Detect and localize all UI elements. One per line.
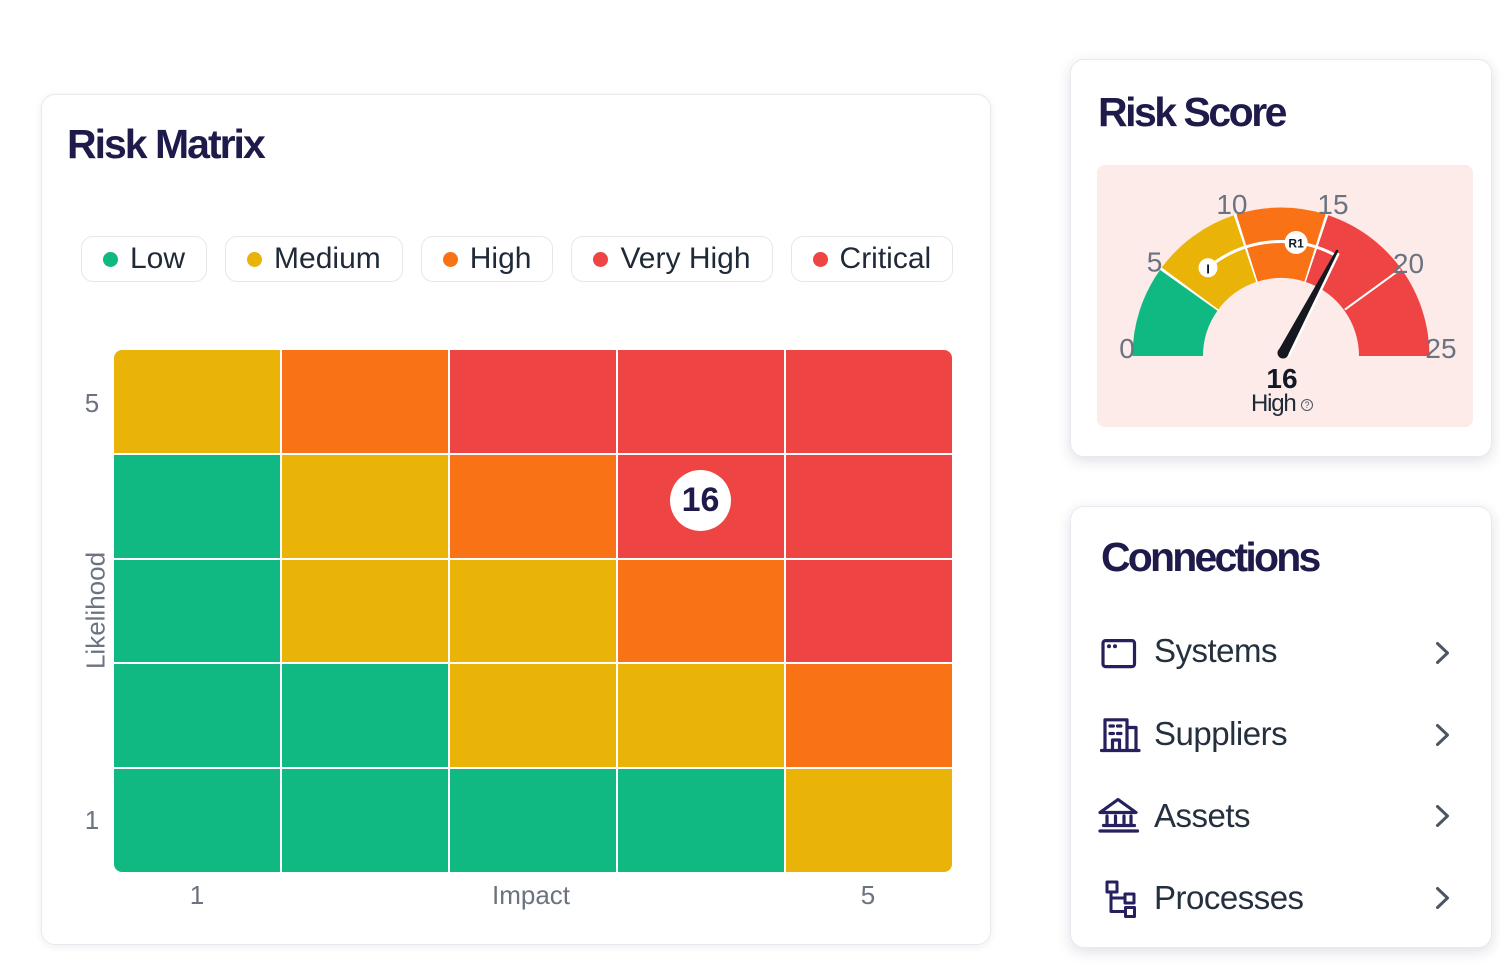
svg-text:15: 15 bbox=[1317, 189, 1348, 220]
svg-text:5: 5 bbox=[1147, 247, 1163, 278]
svg-text:20: 20 bbox=[1393, 248, 1424, 279]
svg-text:0: 0 bbox=[1119, 333, 1135, 364]
svg-text:I: I bbox=[1206, 261, 1210, 276]
svg-text:10: 10 bbox=[1216, 189, 1247, 220]
svg-text:25: 25 bbox=[1425, 333, 1456, 364]
svg-text:R1: R1 bbox=[1288, 237, 1304, 251]
